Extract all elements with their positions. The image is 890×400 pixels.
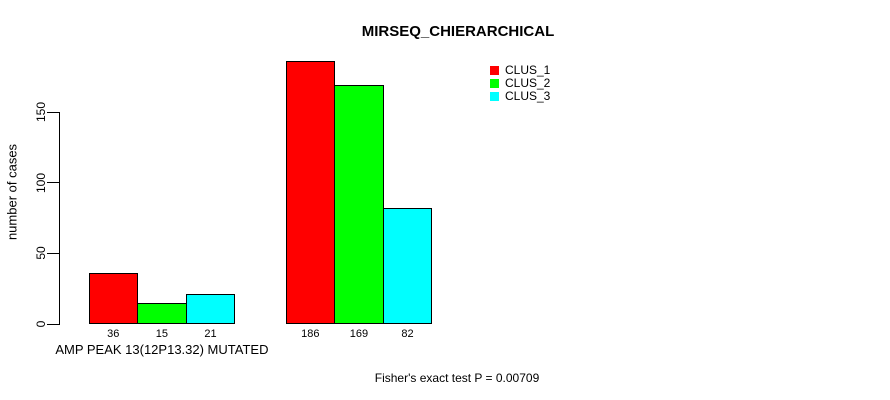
y-tick-mark	[47, 111, 59, 113]
bar-clus_2-group1	[137, 302, 187, 324]
y-tick-mark	[47, 252, 59, 254]
y-tick-mark	[47, 323, 59, 325]
bar-clus_3-group1	[185, 294, 236, 324]
chart-title: MIRSEQ_CHIERARCHICAL	[361, 23, 555, 40]
bar-value-label: 15	[155, 328, 169, 340]
legend-row: CLUS_1	[490, 64, 550, 77]
legend-row: CLUS_2	[490, 77, 550, 90]
y-tick-mark	[47, 182, 59, 184]
bar-value-label: 186	[301, 328, 320, 340]
legend: CLUS_1 CLUS_2 CLUS_3	[490, 64, 550, 103]
y-tick-label: 50	[34, 246, 48, 261]
y-axis-line	[59, 112, 60, 325]
y-tick-label: 100	[34, 172, 48, 193]
bar-clus_2-group2	[334, 85, 384, 324]
bar-value-label: 82	[401, 328, 414, 340]
y-axis-title: number of cases	[4, 143, 20, 241]
bar-value-label: 21	[204, 328, 217, 340]
legend-label: CLUS_2	[505, 76, 551, 90]
bar-clus_1-group2	[285, 61, 336, 324]
y-tick-label: 150	[34, 101, 48, 123]
legend-row: CLUS_3	[490, 90, 550, 103]
bar-clus_3-group2	[382, 208, 433, 324]
x-group-label: AMP PEAK 13(12P13.32) MUTATED	[55, 342, 269, 357]
bar-clus_1-group1	[88, 273, 139, 324]
y-tick-label: 0	[34, 320, 48, 328]
legend-label: CLUS_3	[505, 89, 551, 103]
legend-swatch-clus_1	[490, 66, 499, 75]
legend-label: CLUS_1	[505, 63, 551, 77]
legend-swatch-clus_2	[490, 79, 499, 88]
bar-value-label: 169	[349, 328, 369, 340]
legend-swatch-clus_3	[490, 92, 499, 101]
fisher-test-note: Fisher's exact test P = 0.00709	[374, 371, 540, 385]
bar-value-label: 36	[107, 328, 120, 340]
